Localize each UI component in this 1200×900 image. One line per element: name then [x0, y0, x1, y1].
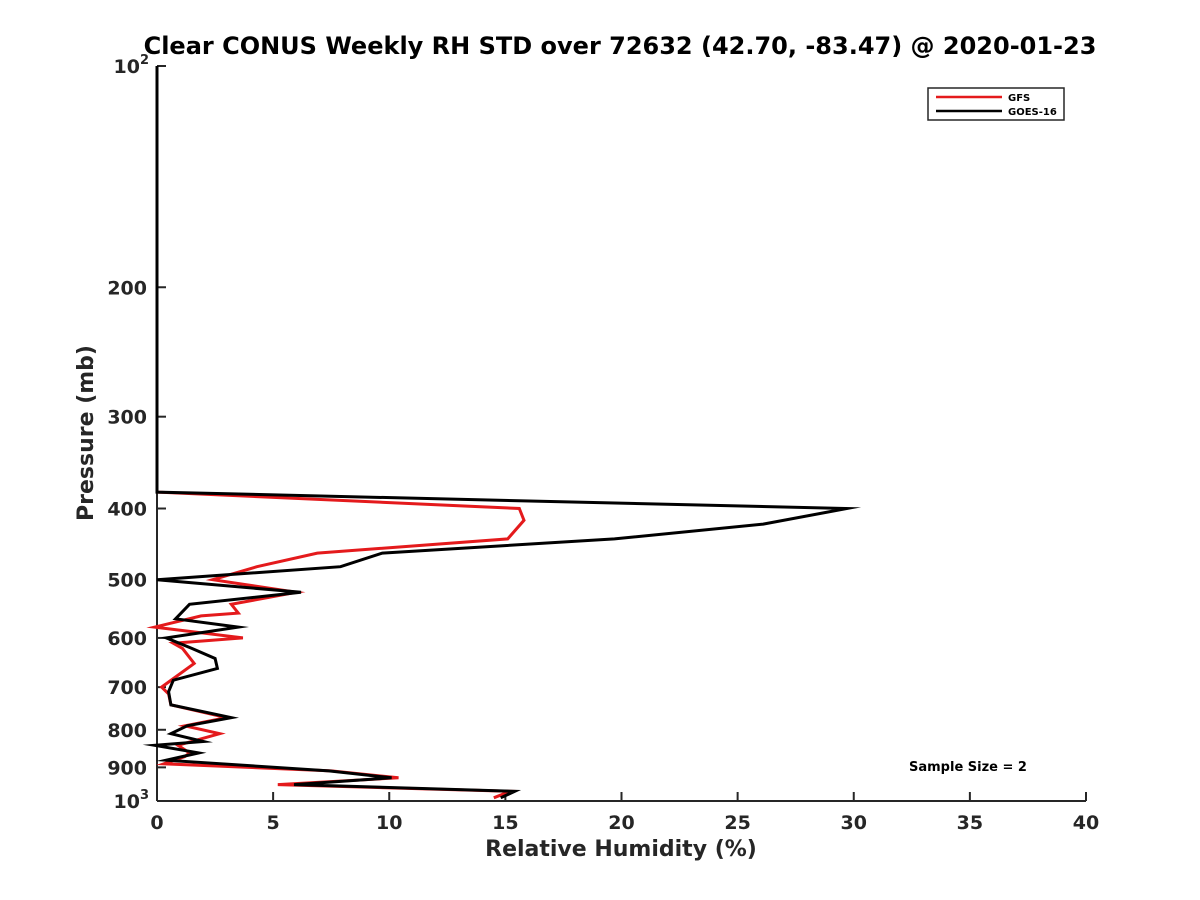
y-tick-label: 600 [107, 628, 147, 650]
y-tick-label-exponent: 2 [140, 53, 149, 68]
x-tick-label: 10 [376, 812, 402, 834]
legend: GFS GOES-16 [927, 87, 1065, 121]
x-tick-label: 25 [724, 812, 750, 834]
y-tick-label: 400 [107, 499, 147, 521]
chart-title: Clear CONUS Weekly RH STD over 72632 (42… [144, 32, 1097, 60]
y-tick-label: 102 [114, 53, 150, 78]
y-tick-label: 900 [107, 757, 147, 779]
x-axis-ticks: 0 5 10 15 20 25 30 35 40 [150, 792, 1099, 834]
x-tick-label: 40 [1073, 812, 1099, 834]
y-tick-label: 300 [107, 407, 147, 429]
series-line-goes-16 [142, 66, 862, 800]
x-tick-label: 30 [841, 812, 867, 834]
x-axis-label: Relative Humidity (%) [485, 837, 757, 862]
y-tick-label: 500 [107, 570, 147, 592]
sample-size-annotation: Sample Size = 2 [909, 760, 1027, 775]
y-tick-label: 200 [107, 277, 147, 299]
y-tick-label-base: 10 [114, 56, 140, 78]
y-tick-label: 700 [107, 677, 147, 699]
y-tick-label-exponent: 3 [140, 788, 149, 803]
y-tick-label-base: 10 [114, 791, 140, 813]
legend-label-goes-16: GOES-16 [1008, 107, 1057, 118]
x-tick-label: 0 [150, 812, 163, 834]
x-tick-label: 5 [267, 812, 280, 834]
y-axis-label: Pressure (mb) [74, 345, 99, 521]
y-tick-label: 103 [114, 788, 150, 813]
y-tick-label: 800 [107, 720, 147, 742]
legend-box [927, 87, 1065, 121]
legend-label-gfs: GFS [1008, 93, 1030, 104]
x-tick-label: 35 [957, 812, 983, 834]
x-tick-label: 15 [492, 812, 518, 834]
x-tick-label: 20 [608, 812, 634, 834]
series-layer [142, 66, 862, 800]
